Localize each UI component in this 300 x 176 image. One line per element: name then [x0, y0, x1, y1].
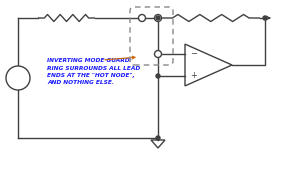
Text: RING SURROUNDS ALL LEAD: RING SURROUNDS ALL LEAD	[47, 65, 140, 71]
Text: +: +	[15, 69, 21, 78]
Circle shape	[156, 136, 160, 140]
Text: −: −	[190, 49, 197, 58]
Circle shape	[154, 51, 161, 58]
Text: +: +	[190, 71, 197, 80]
Text: −: −	[14, 78, 22, 88]
Circle shape	[156, 16, 160, 20]
Circle shape	[156, 74, 160, 78]
Text: AND NOTHING ELSE.: AND NOTHING ELSE.	[47, 80, 114, 84]
Circle shape	[139, 14, 145, 21]
Circle shape	[6, 66, 30, 90]
Circle shape	[263, 16, 267, 20]
Text: ENDS AT THE "HOT NODE",: ENDS AT THE "HOT NODE",	[47, 73, 135, 77]
Circle shape	[154, 14, 161, 21]
Text: INVERTING MODE GUARD:: INVERTING MODE GUARD:	[47, 58, 132, 62]
